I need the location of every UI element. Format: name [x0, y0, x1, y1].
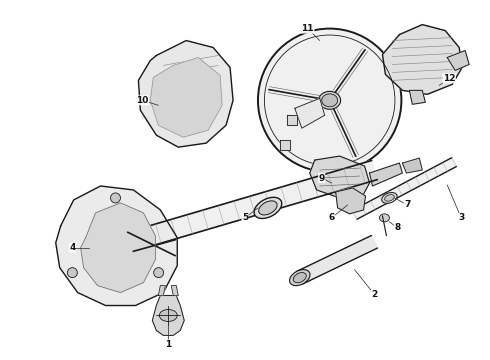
Polygon shape — [150, 58, 222, 137]
Ellipse shape — [258, 28, 401, 172]
Polygon shape — [295, 98, 325, 128]
Polygon shape — [287, 115, 297, 125]
Polygon shape — [383, 24, 462, 94]
Text: 8: 8 — [394, 223, 400, 232]
Text: 11: 11 — [301, 24, 314, 33]
Text: 2: 2 — [371, 290, 378, 299]
Text: 9: 9 — [318, 174, 325, 183]
Ellipse shape — [159, 310, 177, 321]
Ellipse shape — [385, 195, 394, 201]
Ellipse shape — [318, 91, 341, 109]
Text: 4: 4 — [70, 243, 76, 252]
Text: 10: 10 — [136, 96, 148, 105]
Text: 12: 12 — [443, 74, 456, 83]
Polygon shape — [280, 140, 290, 150]
Polygon shape — [158, 285, 165, 296]
Polygon shape — [336, 188, 366, 214]
Polygon shape — [127, 161, 377, 251]
Ellipse shape — [382, 193, 397, 203]
Polygon shape — [447, 50, 469, 71]
Polygon shape — [56, 186, 177, 306]
Polygon shape — [409, 90, 425, 104]
Ellipse shape — [254, 197, 282, 219]
Polygon shape — [138, 41, 233, 147]
Ellipse shape — [322, 94, 338, 107]
Ellipse shape — [379, 214, 390, 222]
Text: 5: 5 — [242, 213, 248, 222]
Polygon shape — [81, 203, 155, 293]
Polygon shape — [369, 163, 402, 186]
Ellipse shape — [290, 270, 310, 285]
Polygon shape — [310, 156, 369, 198]
Polygon shape — [352, 158, 457, 219]
Text: 6: 6 — [328, 213, 335, 222]
Polygon shape — [402, 158, 422, 173]
Polygon shape — [297, 235, 377, 284]
Text: 3: 3 — [458, 213, 465, 222]
Ellipse shape — [68, 268, 77, 278]
Ellipse shape — [294, 273, 306, 283]
Polygon shape — [172, 285, 178, 296]
Text: 7: 7 — [404, 201, 411, 210]
Ellipse shape — [111, 193, 121, 203]
Text: 1: 1 — [165, 340, 172, 349]
Polygon shape — [152, 296, 184, 336]
Ellipse shape — [259, 201, 277, 215]
Ellipse shape — [154, 268, 164, 278]
